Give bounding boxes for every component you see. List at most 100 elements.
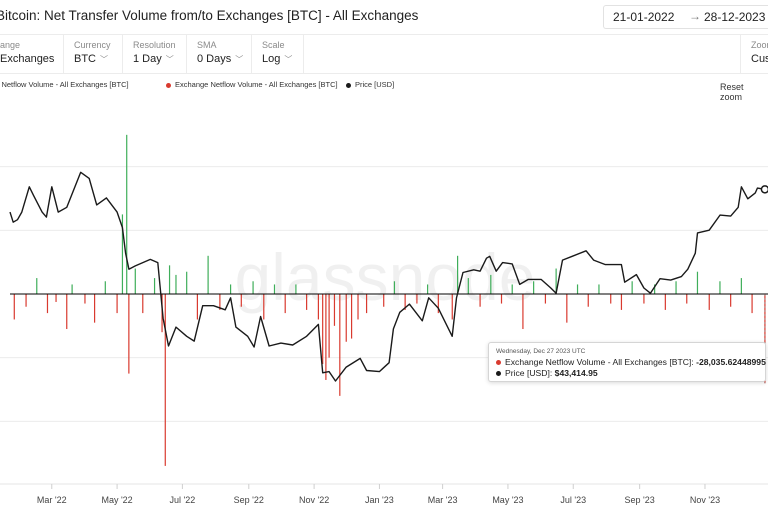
- chevron-down-icon: ﹀: [100, 55, 108, 64]
- netflow-bar-inflow: [36, 278, 38, 294]
- legend-item-outflow[interactable]: Exchange Netflow Volume - All Exchanges …: [166, 80, 338, 89]
- netflow-bar-inflow: [153, 278, 156, 294]
- x-tick-label: Nov '23: [690, 495, 720, 505]
- netflow-bar-inflow: [740, 278, 742, 294]
- netflow-bar-inflow: [229, 284, 232, 294]
- netflow-bar-outflow: [84, 294, 86, 304]
- x-tick-label: May '23: [492, 495, 523, 505]
- reset-zoom-button[interactable]: Reset zoom: [720, 82, 744, 102]
- sma-select-value-wrap: 0 Days ﹀: [197, 53, 243, 65]
- chart-area[interactable]: glassnode Mar '22 May '22 Jul '22 Sep '22 No…: [0, 98, 768, 512]
- netflow-bar-inflow: [126, 134, 128, 294]
- netflow-bar-inflow: [273, 284, 276, 294]
- arrow-right-icon: →: [689, 9, 701, 23]
- zoom-select[interactable]: Zoom Cust: [740, 35, 768, 73]
- netflow-bar-inflow: [511, 284, 513, 294]
- x-tick-label: Jul '22: [170, 495, 196, 505]
- netflow-bar-outflow: [620, 294, 623, 310]
- currency-select-label: Currency: [74, 40, 111, 50]
- netflow-bar-inflow: [121, 214, 124, 294]
- tooltip-netflow-value: -28,035.62448995: [696, 357, 766, 367]
- scale-select[interactable]: Scale Log ﹀: [252, 35, 304, 73]
- netflow-bar-outflow: [306, 294, 308, 310]
- netflow-bar-outflow: [322, 294, 324, 365]
- netflow-bar-inflow: [134, 268, 136, 294]
- netflow-bar-outflow: [686, 294, 688, 304]
- date-range-picker[interactable]: 21-01-2022 → 28-12-2023: [603, 5, 768, 29]
- netflow-bar-inflow: [490, 274, 492, 294]
- netflow-bar-outflow: [93, 294, 96, 323]
- netflow-bar-inflow: [393, 281, 396, 294]
- netflow-bar-outflow: [416, 294, 418, 304]
- netflow-bar-inflow: [598, 284, 600, 294]
- chevron-down-icon: ﹀: [235, 55, 244, 64]
- netflow-bar-outflow: [328, 294, 330, 358]
- currency-select[interactable]: Currency BTC ﹀: [64, 35, 123, 73]
- sma-select-value: 0 Days: [197, 53, 232, 65]
- netflow-bar-outflow: [643, 294, 645, 304]
- netflow-bar-outflow: [196, 294, 198, 320]
- netflow-bar-inflow: [696, 271, 699, 294]
- netflow-bar-outflow: [587, 294, 589, 307]
- netflow-bar-inflow: [719, 281, 721, 294]
- zoom-select-label: Zoom: [751, 40, 768, 50]
- date-to[interactable]: 28-12-2023: [704, 10, 766, 24]
- chevron-down-icon: ﹀: [165, 55, 174, 64]
- netflow-bar-inflow: [295, 284, 297, 294]
- price-hover-marker: [760, 185, 768, 194]
- x-tick-label: Sep '23: [625, 495, 655, 505]
- x-tick-label: May '22: [101, 495, 132, 505]
- netflow-bar-inflow: [186, 271, 188, 294]
- chart-svg[interactable]: glassnode Mar '22 May '22 Jul '22 Sep '22 No…: [0, 98, 768, 512]
- sma-select[interactable]: SMA 0 Days ﹀: [187, 35, 252, 73]
- netflow-bar-outflow: [404, 294, 406, 310]
- netflow-bar-outflow: [345, 294, 347, 342]
- netflow-bar-outflow: [13, 294, 15, 320]
- netflow-bar-outflow: [317, 294, 319, 320]
- netflow-bar-outflow: [566, 294, 568, 323]
- resolution-select[interactable]: Resolution 1 Day ﹀: [123, 35, 187, 73]
- netflow-bar-inflow: [631, 281, 633, 294]
- price-line-group: [9, 171, 768, 384]
- netflow-bar-outflow: [55, 294, 57, 302]
- netflow-bar-inflow: [457, 255, 459, 294]
- chart-tooltip: Wednesday, Dec 27 2023 UTC Exchange Netf…: [488, 342, 766, 382]
- currency-select-value-wrap: BTC ﹀: [74, 53, 108, 65]
- netflow-bar-outflow: [46, 294, 49, 314]
- x-tick-label: Mar '22: [37, 495, 67, 505]
- legend-item-inflow[interactable]: Exchange Netflow Volume - All Exchanges …: [0, 80, 129, 89]
- netflow-bar-outflow: [116, 294, 118, 314]
- netflow-bar-inflow: [252, 281, 254, 294]
- netflow-bar-outflow: [751, 294, 753, 314]
- netflow-bar-inflow: [168, 265, 171, 294]
- tooltip-price-value: $43,414.95: [554, 368, 598, 378]
- netflow-bar-outflow: [479, 294, 481, 307]
- legend-item-price[interactable]: Price [USD]: [346, 80, 394, 89]
- netflow-bars: [13, 134, 766, 466]
- x-tick-label: Nov '22: [299, 495, 329, 505]
- resolution-select-label: Resolution: [133, 40, 176, 50]
- x-tick-label: Jan '23: [365, 495, 394, 505]
- netflow-bar-outflow: [522, 294, 524, 330]
- netflow-bar-outflow: [128, 294, 130, 374]
- tooltip-netflow-dot: [496, 360, 501, 366]
- netflow-bar-outflow: [451, 294, 453, 320]
- netflow-bar-outflow: [500, 294, 503, 304]
- tooltip-netflow-label: Exchange Netflow Volume - All Exchanges …: [505, 357, 694, 367]
- tooltip-price-dot: [496, 371, 501, 377]
- price-line: [9, 171, 766, 382]
- tooltip-date: Wednesday, Dec 27 2023 UTC: [496, 348, 586, 355]
- legend-price-label: Price [USD]: [355, 80, 395, 89]
- netflow-bar-outflow: [610, 294, 612, 304]
- netflow-bar-inflow: [576, 284, 579, 294]
- date-from[interactable]: 21-01-2022: [613, 10, 675, 24]
- tooltip-price-label: Price [USD]:: [505, 368, 553, 378]
- netflow-bar-outflow: [350, 294, 353, 339]
- netflow-bar-inflow: [207, 255, 209, 294]
- x-tick-label: Mar '23: [428, 495, 458, 505]
- exchange-select-value: Exchanges: [0, 53, 55, 65]
- netflow-bar-outflow: [284, 294, 286, 314]
- controls-bar: ange Exchanges Currency BTC ﹀ Resolution …: [0, 34, 768, 74]
- exchange-select[interactable]: ange Exchanges: [0, 35, 64, 73]
- netflow-bar-inflow: [675, 281, 677, 294]
